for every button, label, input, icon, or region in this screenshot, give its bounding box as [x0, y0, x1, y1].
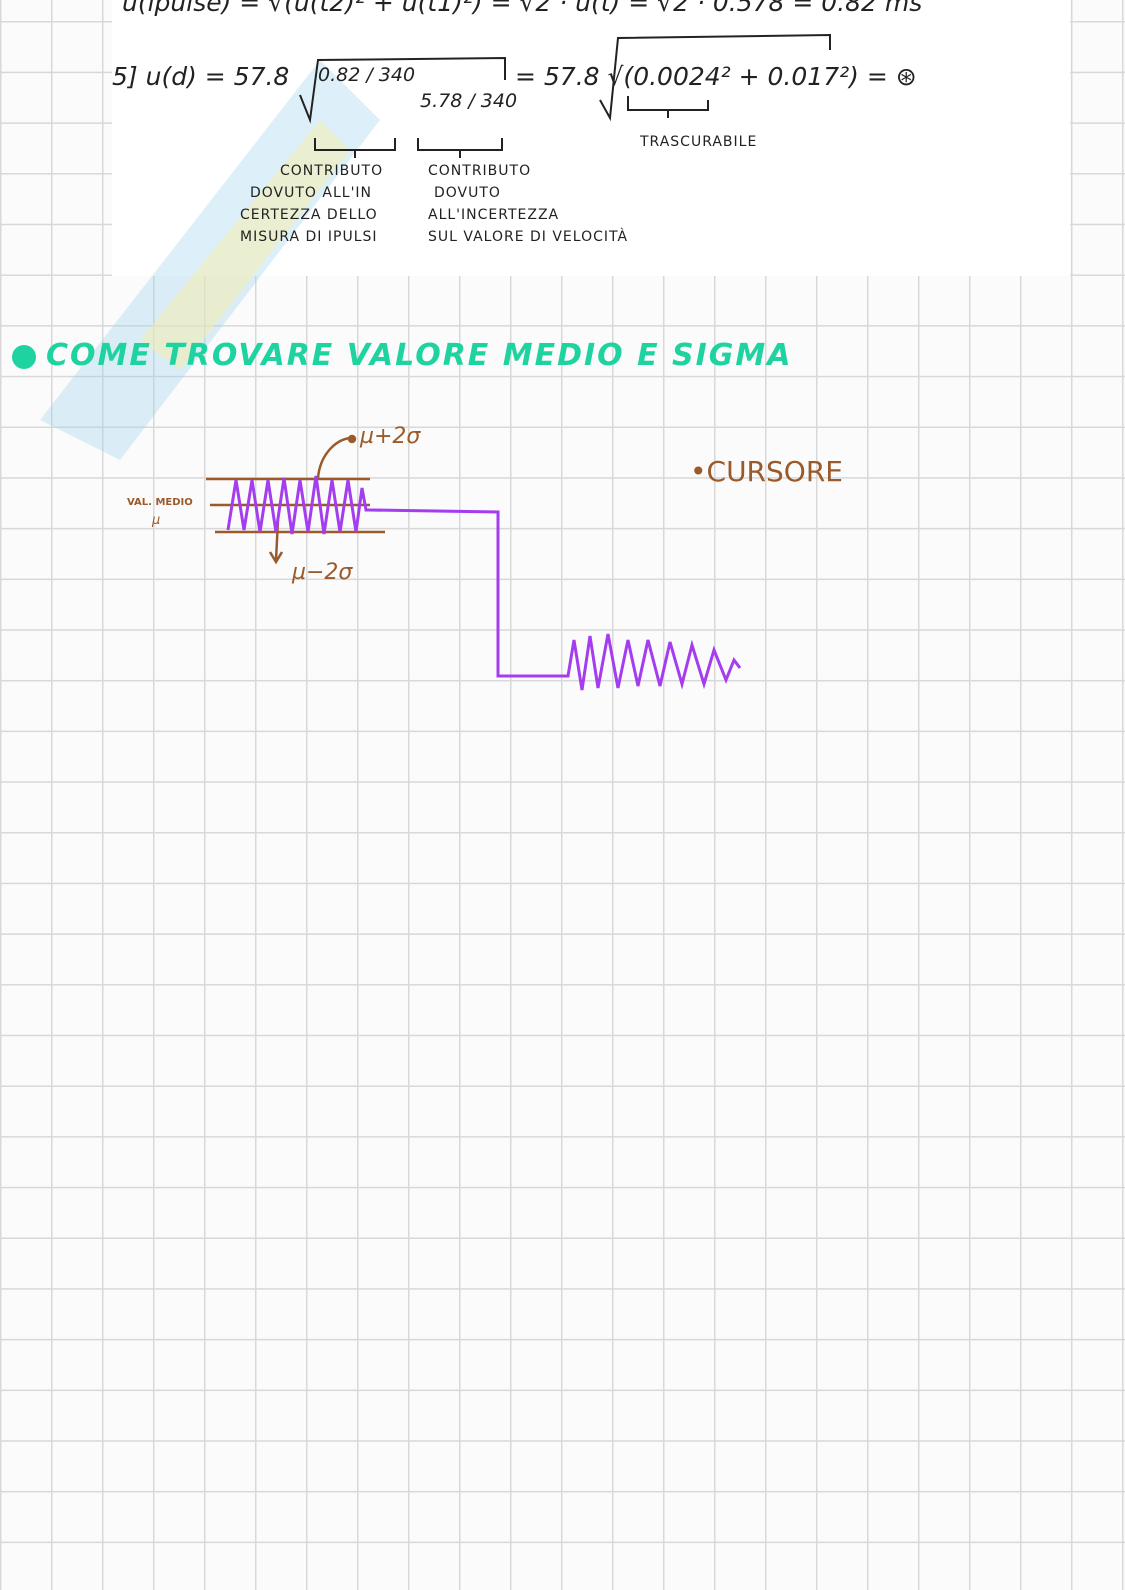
label-mu-minus-2sigma: µ−2σ [292, 560, 353, 585]
annot-right-line: DOVUTO [434, 185, 501, 201]
annot-left-line: MISURA DI IPULSI [240, 229, 378, 245]
annotation-left: CONTRIBUTO DOVUTO ALL'IN CERTEZZA DELLO … [240, 160, 383, 248]
signal-trace [226, 475, 742, 691]
annotation-right: CONTRIBUTO DOVUTO ALL'INCERTEZZA SUL VAL… [428, 160, 628, 248]
equation-ud-label: 5] u(d) = 57.8 [112, 62, 290, 91]
annot-left-line: CERTEZZA DELLO [240, 207, 378, 223]
annot-left-line: CONTRIBUTO [280, 163, 384, 179]
equation-ud-rest: = 57.8 √(0.0024² + 0.017²) = ⊛ [515, 62, 917, 91]
annot-left-line: DOVUTO ALL'IN [250, 185, 373, 201]
arrow-upper [316, 436, 351, 479]
label-mu: µ [152, 513, 161, 528]
annot-right-line: ALL'INCERTEZZA [428, 207, 560, 223]
equation-ipulse: u(ipulse) = √(u(t2)² + u(t1)²) = √2 · u(… [122, 0, 923, 17]
label-mu-plus-2sigma: µ+2σ [360, 424, 421, 449]
fraction-1: 0.82 / 340 [318, 64, 416, 86]
label-cursore: •CURSORE [690, 455, 843, 488]
annot-right-line: SUL VALORE DI VELOCITÀ [428, 229, 629, 245]
section-heading: COME TROVARE VALORE MEDIO E SIGMA [12, 338, 793, 373]
fraction-2: 5.78 / 340 [420, 90, 518, 112]
trascurabile-label: TRASCURABILE [640, 134, 758, 150]
label-mean-value: VAL. MEDIO [127, 497, 193, 508]
equation-strokes [299, 33, 831, 158]
section-title: COME TROVARE VALORE MEDIO E SIGMA [46, 338, 793, 373]
bullet-icon [12, 344, 36, 369]
annot-right-line: CONTRIBUTO [428, 163, 532, 179]
